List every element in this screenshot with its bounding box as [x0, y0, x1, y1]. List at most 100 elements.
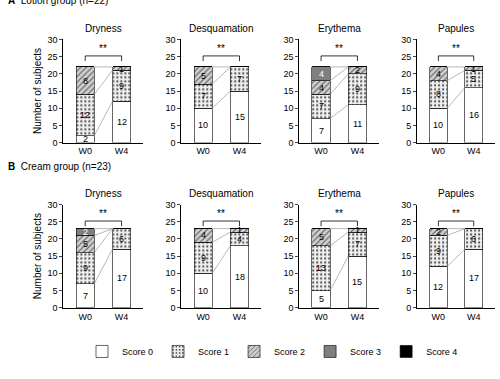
svg-text:10: 10 — [433, 120, 443, 130]
svg-text:Desquamation: Desquamation — [189, 188, 253, 199]
svg-text:0: 0 — [288, 303, 293, 313]
svg-text:9: 9 — [355, 84, 360, 94]
svg-text:**: ** — [99, 43, 107, 54]
svg-text:5: 5 — [53, 286, 58, 296]
svg-text:10: 10 — [198, 120, 208, 130]
svg-text:Score 1: Score 1 — [198, 347, 229, 357]
svg-text:Dryness: Dryness — [85, 188, 122, 199]
svg-text:5: 5 — [288, 121, 293, 131]
svg-text:5: 5 — [170, 286, 175, 296]
svg-text:30: 30 — [48, 200, 58, 210]
svg-text:W0: W0 — [314, 312, 328, 322]
svg-text:15: 15 — [352, 277, 362, 287]
svg-text:W4: W4 — [467, 146, 481, 156]
svg-text:1: 1 — [355, 225, 360, 235]
svg-text:13: 13 — [316, 263, 326, 273]
svg-text:2: 2 — [83, 227, 88, 237]
svg-text:30: 30 — [401, 200, 411, 210]
svg-text:10: 10 — [198, 286, 208, 296]
svg-text:9: 9 — [83, 263, 88, 273]
svg-text:2: 2 — [83, 134, 88, 144]
svg-text:8: 8 — [436, 89, 441, 99]
svg-text:6: 6 — [119, 234, 124, 244]
svg-text:15: 15 — [401, 251, 411, 261]
svg-text:15: 15 — [165, 86, 175, 96]
svg-text:30: 30 — [48, 35, 58, 45]
svg-text:W0: W0 — [196, 312, 210, 322]
svg-text:18: 18 — [235, 272, 245, 282]
svg-text:4: 4 — [319, 69, 324, 79]
svg-text:W0: W0 — [432, 312, 446, 322]
svg-text:Dryness: Dryness — [85, 23, 122, 34]
svg-text:20: 20 — [283, 69, 293, 79]
svg-text:10: 10 — [48, 268, 58, 278]
svg-text:**: ** — [335, 208, 343, 219]
svg-text:4: 4 — [201, 230, 206, 240]
svg-text:W0: W0 — [196, 146, 210, 156]
svg-text:Papules: Papules — [438, 188, 474, 199]
svg-text:0: 0 — [170, 138, 175, 148]
svg-text:5: 5 — [319, 294, 324, 304]
svg-text:0: 0 — [406, 303, 411, 313]
svg-text:10: 10 — [283, 268, 293, 278]
svg-text:W4: W4 — [351, 146, 365, 156]
svg-text:W0: W0 — [78, 146, 92, 156]
svg-text:Score 3: Score 3 — [350, 347, 381, 357]
svg-text:20: 20 — [165, 234, 175, 244]
svg-text:12: 12 — [80, 110, 90, 120]
svg-text:W4: W4 — [233, 146, 247, 156]
svg-text:2: 2 — [436, 227, 441, 237]
svg-text:W0: W0 — [78, 312, 92, 322]
svg-text:6: 6 — [471, 234, 476, 244]
svg-text:15: 15 — [165, 251, 175, 261]
svg-text:Number of subjects: Number of subjects — [32, 213, 43, 299]
svg-text:12: 12 — [433, 282, 443, 292]
svg-text:4: 4 — [237, 234, 242, 244]
svg-text:Score 0: Score 0 — [122, 347, 153, 357]
svg-text:Number of subjects: Number of subjects — [32, 48, 43, 134]
svg-text:16: 16 — [469, 110, 479, 120]
svg-text:Papules: Papules — [438, 23, 474, 34]
svg-text:25: 25 — [283, 217, 293, 227]
svg-text:25: 25 — [283, 52, 293, 62]
svg-text:5: 5 — [406, 121, 411, 131]
svg-text:Erythema: Erythema — [318, 23, 361, 34]
svg-text:9: 9 — [436, 246, 441, 256]
svg-text:**: ** — [452, 43, 460, 54]
svg-text:5: 5 — [319, 232, 324, 242]
svg-text:**: ** — [217, 43, 225, 54]
svg-text:5: 5 — [288, 286, 293, 296]
svg-text:0: 0 — [406, 138, 411, 148]
svg-text:W4: W4 — [467, 312, 481, 322]
svg-text:W4: W4 — [351, 312, 365, 322]
svg-text:15: 15 — [235, 112, 245, 122]
svg-text:9: 9 — [119, 81, 124, 91]
svg-text:7: 7 — [201, 91, 206, 101]
svg-text:1: 1 — [237, 225, 242, 235]
svg-text:25: 25 — [48, 52, 58, 62]
svg-text:5: 5 — [201, 71, 206, 81]
svg-text:15: 15 — [401, 86, 411, 96]
svg-text:12: 12 — [117, 117, 127, 127]
svg-text:7: 7 — [237, 74, 242, 84]
svg-text:W0: W0 — [314, 146, 328, 156]
svg-text:30: 30 — [165, 35, 175, 45]
svg-text:7: 7 — [319, 101, 324, 111]
svg-text:11: 11 — [353, 119, 362, 129]
svg-text:4: 4 — [436, 69, 441, 79]
svg-text:0: 0 — [288, 138, 293, 148]
svg-text:2: 2 — [355, 65, 360, 75]
svg-text:W4: W4 — [115, 312, 129, 322]
svg-text:Erythema: Erythema — [318, 188, 361, 199]
svg-text:20: 20 — [48, 234, 58, 244]
svg-text:0: 0 — [170, 303, 175, 313]
svg-text:25: 25 — [165, 52, 175, 62]
svg-text:W4: W4 — [233, 312, 247, 322]
svg-text:7: 7 — [83, 291, 88, 301]
svg-text:20: 20 — [401, 69, 411, 79]
svg-text:20: 20 — [401, 234, 411, 244]
svg-text:10: 10 — [165, 103, 175, 113]
svg-text:17: 17 — [469, 273, 479, 283]
svg-text:5: 5 — [83, 239, 88, 249]
svg-text:20: 20 — [283, 234, 293, 244]
